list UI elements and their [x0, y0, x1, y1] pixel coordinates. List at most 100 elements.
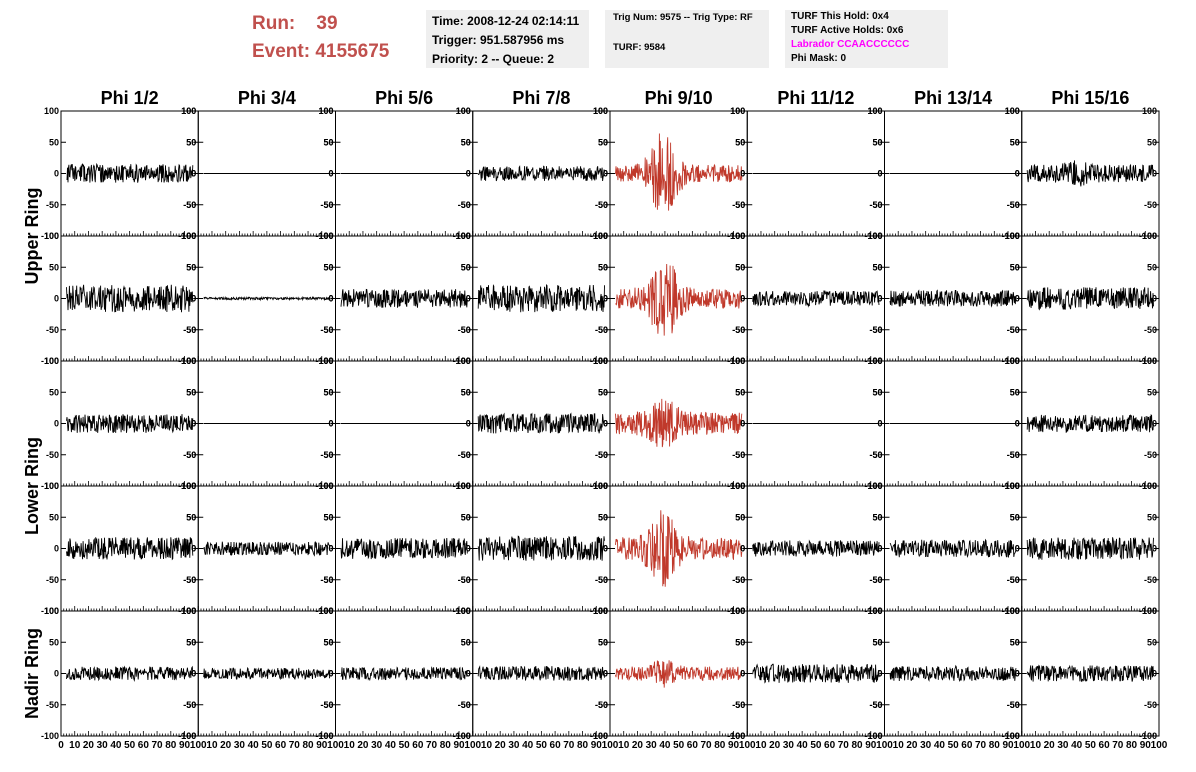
x-tick-label: 40 — [248, 740, 260, 751]
y-tick-label: -100 — [453, 731, 471, 741]
y-tick-label: -50 — [458, 450, 471, 460]
x-tick-label: 90 — [453, 740, 465, 751]
y-tick-label: 50 — [461, 137, 471, 147]
y-tick-label: 50 — [1010, 137, 1020, 147]
y-tick-label: 0 — [328, 169, 333, 179]
waveform-line — [752, 290, 880, 308]
turf-num-text: TURF: 9584 — [613, 42, 666, 53]
y-tick-label: 100 — [867, 106, 882, 116]
x-tick-label: 70 — [975, 740, 987, 751]
x-tick-label: 90 — [1002, 740, 1014, 751]
x-tick-label: 80 — [165, 740, 177, 751]
y-tick-label: 50 — [461, 387, 471, 397]
y-tick-label: 50 — [186, 637, 196, 647]
y-tick-label: 100 — [318, 356, 333, 366]
y-tick-label: -50 — [320, 575, 333, 585]
y-tick-label: 50 — [872, 637, 882, 647]
y-tick-label: 0 — [328, 294, 333, 304]
y-tick-label: -50 — [183, 700, 196, 710]
x-tick-label: 30 — [783, 740, 795, 751]
y-tick-label: 100 — [730, 481, 745, 491]
y-tick-label: 50 — [323, 512, 333, 522]
y-tick-label: 0 — [603, 419, 608, 429]
y-tick-label: -50 — [1007, 325, 1020, 335]
y-tick-label: 0 — [877, 544, 882, 554]
x-tick-label: 100 — [602, 740, 619, 751]
y-tick-label: 0 — [1015, 169, 1020, 179]
waveform-line — [889, 664, 1017, 682]
x-tick-label: 40 — [797, 740, 809, 751]
y-tick-label: 50 — [323, 387, 333, 397]
y-tick-label: 50 — [598, 512, 608, 522]
y-tick-label: -50 — [1144, 325, 1157, 335]
x-tick-label: 90 — [179, 740, 191, 751]
y-tick-label: 100 — [318, 606, 333, 616]
y-tick-label: -50 — [869, 450, 882, 460]
y-tick-label: 50 — [186, 262, 196, 272]
y-tick-label: 0 — [191, 169, 196, 179]
trig-num-text: Trig Num: 9575 -- Trig Type: RF — [613, 12, 753, 23]
y-tick-label: -50 — [869, 450, 882, 460]
phi-mask-text: Phi Mask: 0 — [791, 53, 847, 64]
x-tick-label: 70 — [563, 740, 575, 751]
y-tick-label: 0 — [466, 544, 471, 554]
y-tick-label: -100 — [41, 731, 59, 741]
y-tick-label: -50 — [183, 700, 196, 710]
x-tick-label: 40 — [385, 740, 397, 751]
waveform-line — [66, 284, 194, 313]
y-tick-label: 100 — [867, 356, 882, 366]
waveform-line — [66, 414, 194, 434]
x-tick-label: 60 — [138, 740, 150, 751]
x-tick-label: 90 — [865, 740, 877, 751]
y-tick-label: 100 — [1142, 606, 1157, 616]
y-tick-label: -50 — [320, 325, 333, 335]
x-tick-label: 10 — [893, 740, 905, 751]
x-tick-label: 90 — [316, 740, 328, 751]
waveform-line — [203, 666, 331, 681]
y-tick-label: 50 — [735, 387, 745, 397]
y-tick-label: -50 — [458, 200, 471, 210]
x-tick-label: 80 — [714, 740, 726, 751]
y-tick-label: 100 — [1142, 481, 1157, 491]
y-tick-label: -50 — [869, 575, 882, 585]
y-tick-label: 0 — [328, 544, 333, 554]
x-tick-label: 90 — [1140, 740, 1152, 751]
panel-frame — [472, 485, 611, 612]
x-tick-label: 30 — [97, 740, 109, 751]
phi-column-label: Phi 11/12 — [777, 88, 854, 108]
y-tick-label: 100 — [1005, 356, 1020, 366]
y-tick-label: 0 — [1152, 294, 1157, 304]
waveform-line — [477, 284, 605, 313]
y-tick-label: 50 — [872, 262, 882, 272]
y-tick-label: 0 — [877, 669, 882, 679]
x-tick-label: 50 — [399, 740, 411, 751]
y-tick-label: 50 — [323, 637, 333, 647]
waveform-line — [1026, 287, 1154, 311]
y-tick-label: -50 — [732, 450, 745, 460]
y-tick-label: 100 — [456, 231, 471, 241]
y-tick-label: 0 — [54, 419, 59, 429]
y-tick-label: 50 — [735, 512, 745, 522]
y-tick-label: -50 — [320, 575, 333, 585]
y-tick-label: 0 — [740, 544, 745, 554]
y-tick-label: 0 — [1015, 669, 1020, 679]
y-tick-label: 50 — [49, 137, 59, 147]
waveform-line — [1026, 536, 1154, 560]
y-tick-label: 50 — [735, 137, 745, 147]
y-tick-label: 100 — [1005, 106, 1020, 116]
x-tick-label: 80 — [302, 740, 314, 751]
x-tick-label: 20 — [906, 740, 918, 751]
x-tick-label: 20 — [769, 740, 781, 751]
y-tick-label: -50 — [732, 575, 745, 585]
ring-label: Lower Ring — [22, 437, 42, 535]
y-tick-label: -100 — [41, 481, 59, 491]
y-tick-label: 100 — [181, 106, 196, 116]
y-tick-label: -100 — [864, 731, 882, 741]
y-tick-label: 100 — [318, 106, 333, 116]
y-tick-label: 0 — [740, 169, 745, 179]
y-tick-label: -50 — [1007, 450, 1020, 460]
y-tick-label: 50 — [872, 387, 882, 397]
y-tick-label: -50 — [320, 700, 333, 710]
y-tick-label: 0 — [603, 294, 608, 304]
